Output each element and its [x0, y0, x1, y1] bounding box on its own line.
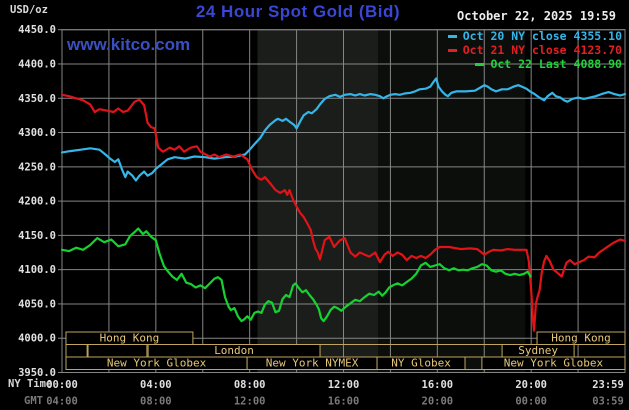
axis-tick-label: 16:00	[422, 379, 454, 391]
legend-item: Oct 20 NY close 4355.10	[447, 29, 622, 43]
session-box-label: Hong Kong	[551, 332, 611, 345]
chart-datetime: October 22, 2025 19:59	[457, 9, 616, 23]
chart-title: 24 Hour Spot Gold (Bid)	[195, 2, 401, 21]
session-box	[87, 344, 148, 358]
axis-tick-label: 12:00	[328, 379, 360, 391]
axis-tick-label: 4200.0	[18, 196, 56, 208]
plot-border	[61, 29, 626, 373]
legend-item-label: Oct 20 NY close 4355.10	[462, 29, 622, 43]
gmt-axis-label: GMT	[24, 395, 43, 407]
axis-tick-label: 4000.0	[18, 333, 56, 345]
series-line-oct22	[60, 227, 532, 323]
axis-tick-label: 4450.0	[18, 24, 56, 36]
y-axis-unit-label: USD/oz	[10, 4, 48, 16]
session-box	[65, 344, 88, 358]
axis-tick-label: 04:00	[140, 379, 172, 391]
axis-tick-label: 16:00	[328, 396, 360, 408]
axis-tick-label: 08:00	[140, 396, 172, 408]
session-box-label: New York Globex	[107, 357, 207, 370]
axis-tick-label: 23:59	[592, 379, 624, 391]
session-box-label: NY Globex	[391, 357, 451, 370]
session-box-label: Hong Kong	[100, 332, 160, 345]
legend-item-label: Oct 22 Last 4088.90	[490, 57, 622, 71]
session-box	[481, 356, 626, 370]
session-box-label: Sydney	[518, 344, 558, 357]
axis-tick-label: 20:00	[422, 396, 454, 408]
session-box-label: New York NYMEX	[266, 357, 359, 370]
axis-tick-label: 03:59	[592, 396, 624, 408]
legend: Oct 20 NY close 4355.10 Oct 21 NY close 4…	[447, 29, 622, 71]
session-box-label: London	[214, 344, 254, 357]
session-box	[536, 331, 626, 345]
kitco-watermark: www.kitco.com	[67, 35, 191, 54]
ny-time-axis-label: NY Time	[8, 378, 53, 390]
axis-tick-label: 20:00	[515, 379, 547, 391]
axis-tick-label: 04:00	[46, 396, 78, 408]
legend-line-marker-icon	[447, 48, 457, 52]
session-box-label: New York Globex	[504, 357, 604, 370]
axis-tick-label: 08:00	[234, 379, 266, 391]
axis-tick-label: 4350.0	[18, 93, 56, 105]
axis-tick-label: 4300.0	[18, 127, 56, 139]
axis-tick-label: 4250.0	[18, 161, 56, 173]
legend-line-marker-icon	[475, 62, 485, 66]
axis-tick-label: 00:00	[46, 379, 78, 391]
axis-tick-label: 3950.0	[18, 367, 56, 379]
legend-line-marker-icon	[447, 34, 457, 38]
legend-item: Oct 21 NY close 4123.70	[447, 43, 622, 57]
session-box	[376, 356, 466, 370]
axis-tick-label: 12:00	[234, 396, 266, 408]
series-line-oct21	[60, 93, 627, 332]
series-line-oct20	[60, 77, 627, 182]
axis-tick-label: 4100.0	[18, 264, 56, 276]
legend-item-label: Oct 21 NY close 4123.70	[462, 43, 622, 57]
axis-tick-label: 4400.0	[18, 58, 56, 70]
axis-tick-label: 4050.0	[18, 298, 56, 310]
axis-tick-label: 4150.0	[18, 230, 56, 242]
axis-tick-label: 00:00	[515, 396, 547, 408]
legend-item: Oct 22 Last 4088.90	[448, 57, 622, 71]
